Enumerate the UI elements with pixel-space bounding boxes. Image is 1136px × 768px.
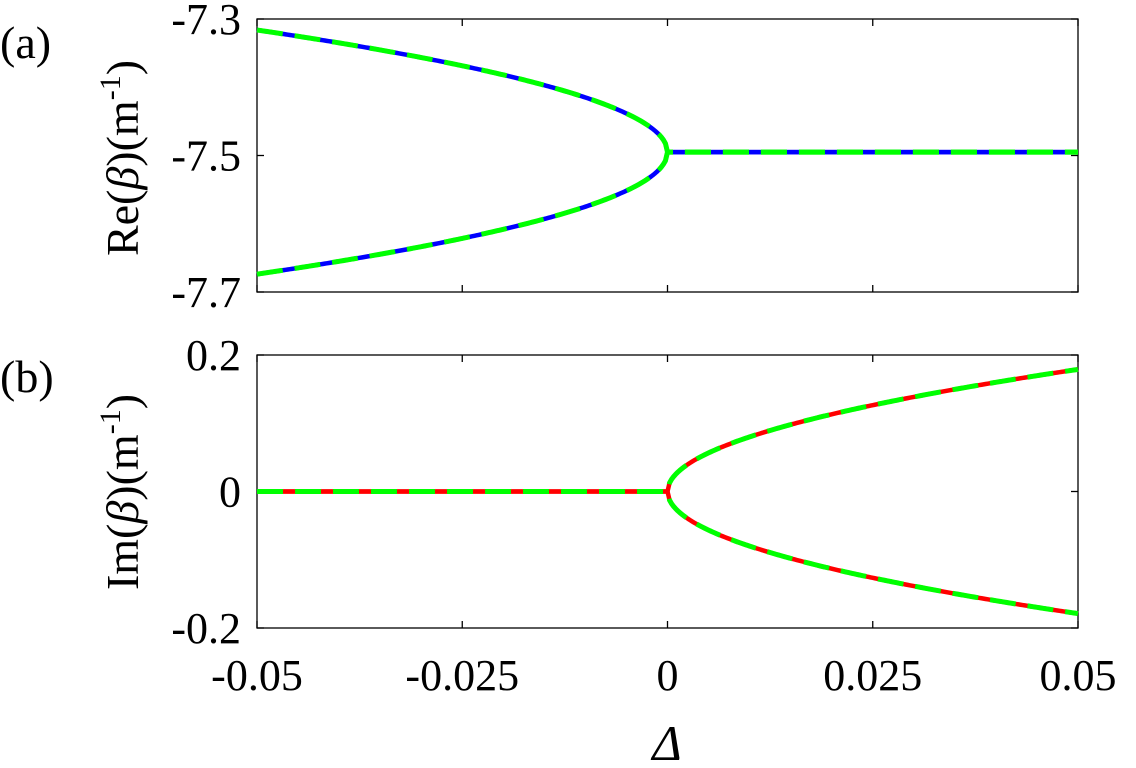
panel-a: (a) Re(β)(m-1) -7.7 -7.5 -7.3 xyxy=(0,0,1079,317)
x-tick-label: 0 xyxy=(657,651,679,700)
series-line-b-3 xyxy=(256,489,1079,617)
y-tick-label: 0 xyxy=(219,468,241,517)
panel-b-label: (b) xyxy=(0,351,54,402)
y-tick-label: -7.3 xyxy=(171,0,241,44)
panel-a-ticks xyxy=(256,18,1079,293)
x-tick-label: 0.025 xyxy=(823,651,922,700)
panel-a-ytick-labels: -7.7 -7.5 -7.3 xyxy=(171,0,241,317)
panel-a-ylabel-close: ) xyxy=(97,60,148,75)
y-tick-label: 0.2 xyxy=(186,331,241,380)
panel-a-ylabel: Re(β)(m-1) xyxy=(94,60,148,256)
panel-b-ylabel-close: ) xyxy=(97,394,148,409)
panel-a-ylabel-main: Re( xyxy=(97,190,148,256)
x-axis-label: Δ xyxy=(650,715,681,768)
y-tick-label: -0.2 xyxy=(171,604,241,653)
svg-text:Im(β)(m-1): Im(β)(m-1) xyxy=(94,394,148,590)
x-tick-label: 0.05 xyxy=(1040,651,1117,700)
panel-b-ylabel-sup: -1 xyxy=(94,409,127,434)
panel-b-series xyxy=(256,366,1079,617)
series-line-b-2 xyxy=(256,366,1079,494)
panel-b-ylabel-tail: )(m xyxy=(97,434,148,501)
x-tick-label: -0.05 xyxy=(211,651,303,700)
panel-a-series xyxy=(256,27,1079,277)
y-tick-label: -7.5 xyxy=(171,132,241,181)
svg-text:Re(β)(m-1): Re(β)(m-1) xyxy=(94,60,148,256)
series-line-a-3 xyxy=(256,149,1079,277)
x-tick-label: -0.025 xyxy=(405,651,519,700)
y-tick-label: -7.7 xyxy=(171,268,241,317)
panel-a-label: (a) xyxy=(0,17,51,68)
panel-b-ytick-labels: -0.2 0 0.2 xyxy=(171,331,241,653)
panel-b-xtick-labels: -0.05 -0.025 0 0.025 0.05 xyxy=(211,651,1116,700)
series-line-a-2 xyxy=(256,27,1079,155)
panel-b-ylabel-symbol: β xyxy=(97,501,148,525)
panel-a-ylabel-symbol: β xyxy=(97,167,148,191)
panel-a-ylabel-tail: )(m xyxy=(97,100,148,167)
panel-b-ylabel-main: Im( xyxy=(97,524,148,590)
panel-b-ylabel: Im(β)(m-1) xyxy=(94,394,148,590)
panel-a-ylabel-sup: -1 xyxy=(94,75,127,100)
panel-b: (b) Im(β)(m-1) -0.2 0 0.2 -0.05 -0.025 0 0.02… xyxy=(0,331,1117,768)
